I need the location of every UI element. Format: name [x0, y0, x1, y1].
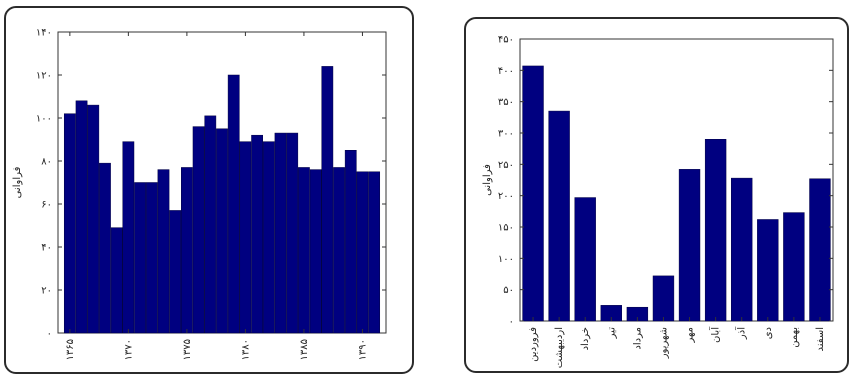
y-tick-label: ۴۰۰ — [498, 66, 514, 77]
bar — [274, 132, 287, 334]
y-tick-label: ۴۰ — [41, 243, 52, 254]
bar — [216, 128, 228, 334]
y-tick-label: ۶۰ — [41, 200, 52, 211]
bar — [204, 115, 217, 334]
y-tick-label: ۱۵۰ — [498, 223, 514, 234]
y-tick-label: ۱۲۰ — [36, 71, 52, 82]
y-tick-label: ۱۰۰ — [36, 114, 52, 125]
left-chart-panel: ۰ ۲۰ ۴۰ ۶۰ ۸۰ ۱۰۰ ۱۲۰ ۱۴۰ فراوانی ۱۳۶۵ ۱۳۷۰ ۱۳۷۵ ۱۳۸… — [4, 6, 414, 374]
bar — [63, 113, 76, 334]
bar — [652, 275, 675, 322]
bar — [181, 167, 193, 334]
bar — [122, 141, 135, 334]
y-tick-label: ۵۰ — [503, 285, 514, 296]
bar — [356, 171, 369, 334]
x-tick-label: ۱۳۸۵ — [299, 339, 310, 360]
bar — [157, 169, 170, 334]
bar — [548, 110, 570, 322]
bar — [286, 132, 299, 334]
x-tick-label: بهمن — [789, 327, 800, 348]
bar — [809, 178, 831, 322]
bar — [783, 212, 805, 322]
y-axis-title: فراوانی — [12, 166, 23, 198]
bar — [134, 182, 146, 334]
y-tick-label: ۲۰ — [41, 286, 52, 297]
bar — [251, 134, 263, 334]
x-tick-label: ۱۳۹۰ — [357, 339, 368, 360]
y-tick-label: ۲۰۰ — [498, 191, 514, 202]
y-tick-label: ۳۰۰ — [498, 129, 514, 140]
bar — [75, 100, 88, 334]
yearly-frequency-chart: ۰ ۲۰ ۴۰ ۶۰ ۸۰ ۱۰۰ ۱۲۰ ۱۴۰ فراوانی ۱۳۶۵ ۱۳۷۰ ۱۳۷۵ ۱۳۸… — [12, 28, 387, 360]
x-tick-label: مهر — [685, 327, 696, 343]
bar — [731, 177, 753, 322]
y-axis-title: فراوانی — [482, 164, 493, 196]
bar — [522, 65, 544, 322]
bar — [298, 167, 310, 334]
x-tick-label: آذر — [735, 326, 748, 340]
monthly-frequency-chart: ۰ ۵۰ ۱۰۰ ۱۵۰ ۲۰۰ ۲۵۰ ۳۰۰ ۳۵۰ ۴۰۰ ۴۵۰ فراوانی فروردی… — [482, 35, 834, 368]
bar — [239, 141, 252, 334]
x-tick-label: مرداد — [632, 327, 643, 350]
x-tick-label: اردیبهشت — [554, 327, 565, 368]
bar — [145, 182, 158, 334]
right-chart-panel: ۰ ۵۰ ۱۰۰ ۱۵۰ ۲۰۰ ۲۵۰ ۳۰۰ ۳۵۰ ۴۰۰ ۴۵۰ فراوانی فروردی… — [464, 17, 849, 373]
x-tick-label: ۱۳۷۵ — [182, 339, 193, 360]
y-tick-label: ۰ — [509, 317, 514, 328]
x-tick-label: ۱۳۸۰ — [240, 339, 251, 360]
y-tick-label: ۱۰۰ — [498, 254, 514, 265]
bar — [262, 141, 275, 334]
x-tick-label: اسفند — [815, 327, 826, 351]
bar — [321, 66, 334, 334]
bar — [704, 139, 727, 322]
x-tick-label: شهریور — [658, 327, 669, 359]
x-tick-label: آبان — [709, 326, 722, 343]
bar — [309, 169, 322, 334]
plot-area — [519, 38, 834, 322]
y-tick-label: ۸۰ — [41, 157, 52, 168]
y-tick-label: ۳۵۰ — [498, 97, 514, 108]
y-tick-label: ۱۴۰ — [36, 28, 52, 39]
bar — [87, 104, 100, 334]
x-tick-label: دی — [763, 327, 774, 339]
x-tick-label: خرداد — [580, 327, 591, 350]
bar — [574, 197, 596, 322]
y-tick-label: ۲۵۰ — [498, 160, 514, 171]
bar — [368, 171, 381, 334]
x-tick-label: تیر — [606, 327, 617, 340]
bar — [344, 150, 357, 334]
bar — [227, 74, 240, 334]
bar — [99, 162, 111, 334]
y-tick-label: ۰ — [47, 329, 52, 340]
x-tick-label: فروردین — [528, 327, 539, 362]
x-tick-label: ۱۳۷۰ — [123, 339, 134, 360]
bar — [678, 169, 701, 322]
y-tick-label: ۴۵۰ — [498, 35, 514, 46]
x-tick-label: ۱۳۶۵ — [65, 339, 76, 360]
bar — [110, 227, 123, 334]
bar — [192, 126, 205, 334]
bar — [169, 210, 182, 334]
bar — [333, 167, 345, 334]
bar — [757, 219, 779, 322]
